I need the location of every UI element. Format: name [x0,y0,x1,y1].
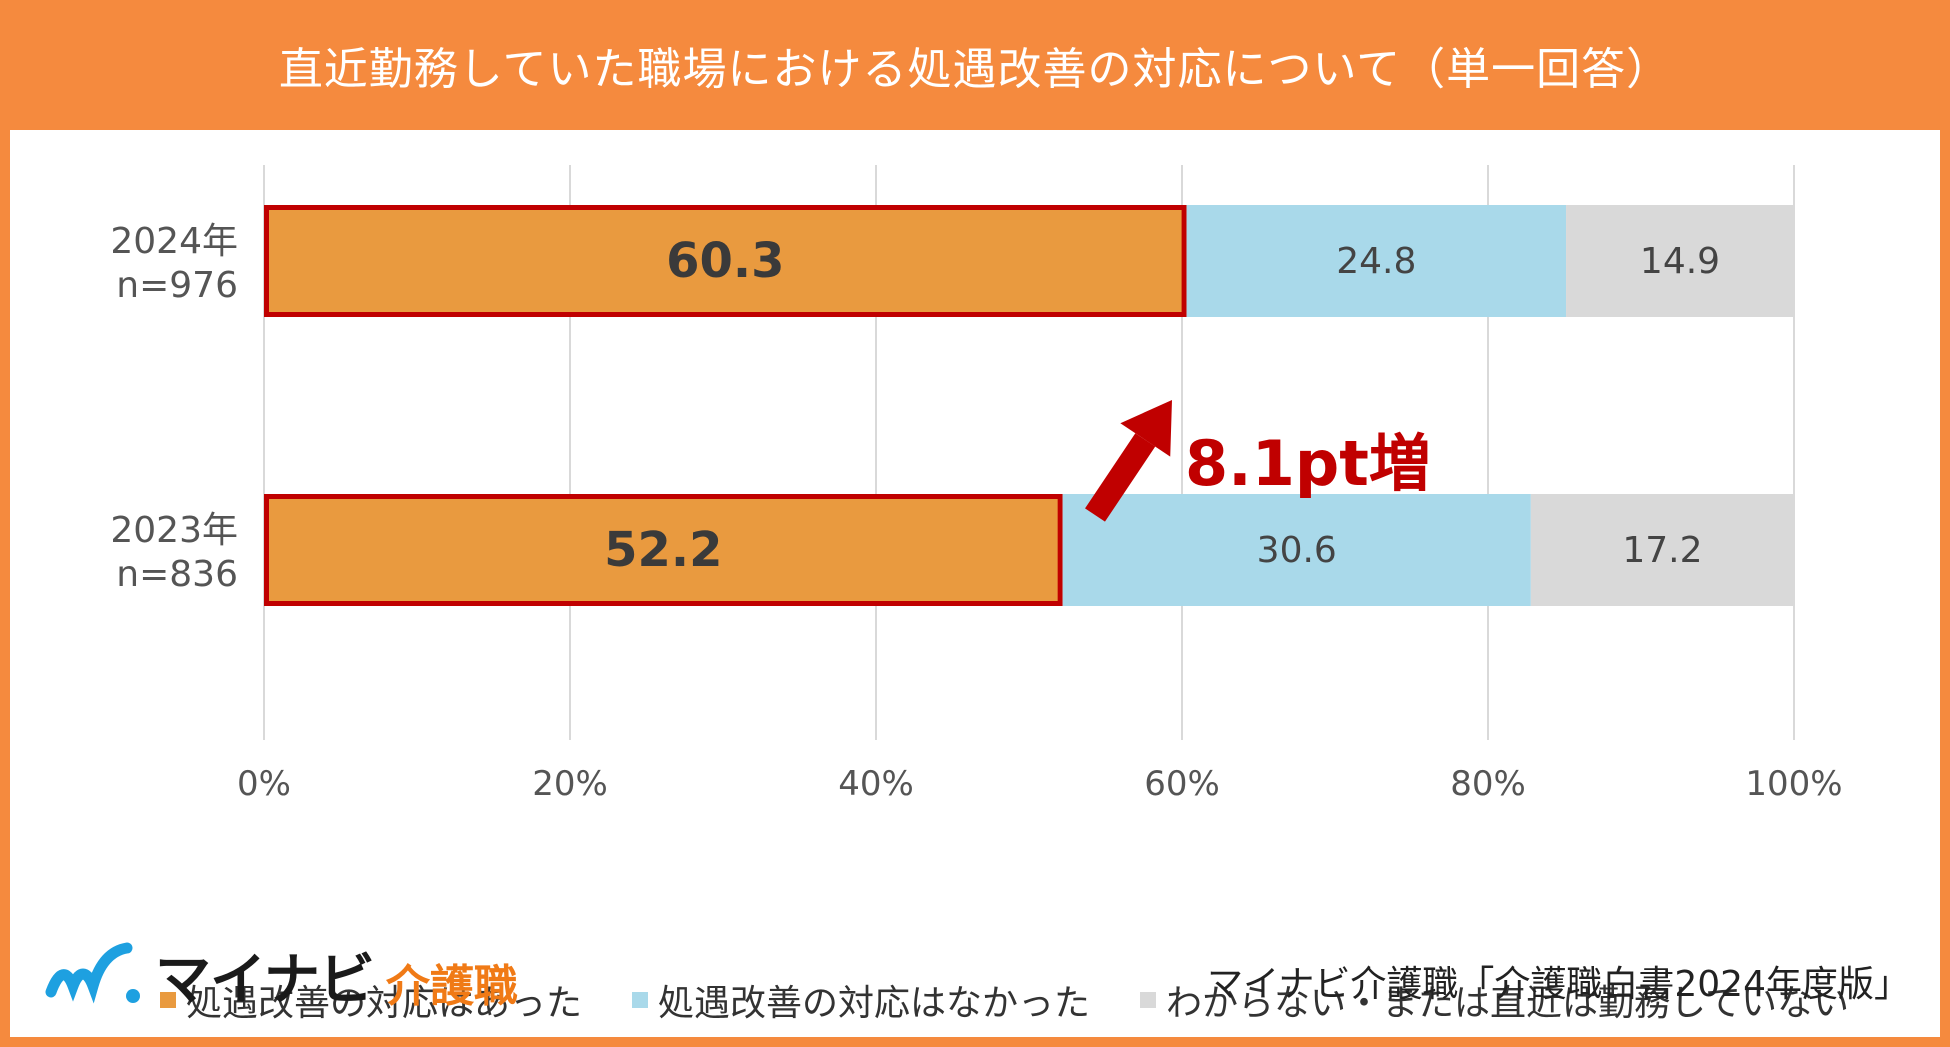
annotation-text: 8.1pt増 [1185,427,1431,500]
mynavi-mark-icon [45,942,140,1004]
legend-label-unknown: わからない・または直近は勤務していない [1166,983,1849,1024]
bar-segment [1062,494,1531,606]
data-label: 17.2 [1622,530,1702,571]
chart-panel: 0% 20% 40% 60% 80% 100% 2024年 n=976 2023年 n=836 60… [10,130,1940,1037]
bar-segment [264,205,1187,317]
legend-label-yes: 処遇改善の対応はあった [186,983,583,1024]
x-tick-label: 40% [838,764,914,804]
x-tick-label: 100% [1745,764,1842,804]
chart-title: 直近勤務していた職場における処遇改善の対応について（単一回答） [278,44,1672,95]
legend-swatch-no [632,992,649,1008]
category-label-year: 2023年 [110,510,238,551]
bar-segment [264,494,1063,606]
category-label-year: 2024年 [110,221,238,262]
x-tick-label: 20% [532,764,608,804]
legend-item-unknown: わからない・または直近は勤務していない [1140,974,1849,1026]
bar-segment [1186,205,1567,317]
bar-segment [1530,494,1794,606]
legend: 処遇改善の対応はあった 処遇改善の対応はなかった わからない・または直近は勤務し… [160,975,1860,1025]
legend-item-no: 処遇改善の対応はなかった [632,974,1090,1026]
legend-swatch-yes [160,992,176,1008]
data-label: 24.8 [1336,241,1416,282]
legend-label-no: 処遇改善の対応はなかった [658,983,1091,1024]
mynavi-logo: マイナビ 介護職 [45,935,518,1015]
x-tick-label: 80% [1450,764,1526,804]
data-label: 52.2 [604,522,722,578]
legend-swatch-unknown [1140,992,1157,1008]
source-credit: マイナビ介護職「介護職白書2024年度版」 [1207,964,1910,1005]
data-label: 14.9 [1640,241,1720,282]
category-label-n: n=836 [116,554,238,595]
data-label: 30.6 [1257,530,1337,571]
x-tick-label: 60% [1144,764,1220,804]
category-label-n: n=976 [116,265,238,306]
data-label: 60.3 [666,233,784,289]
annotation-arrow-head [1120,400,1172,457]
annotation-arrow-shaft [1085,433,1156,522]
logo-subtext: 介護職 [385,961,518,1012]
bar-segment [1566,205,1794,317]
x-tick-label: 0% [237,764,291,804]
logo-text: マイナビ [155,947,375,1013]
legend-item-yes: 処遇改善の対応はあった [160,974,582,1026]
